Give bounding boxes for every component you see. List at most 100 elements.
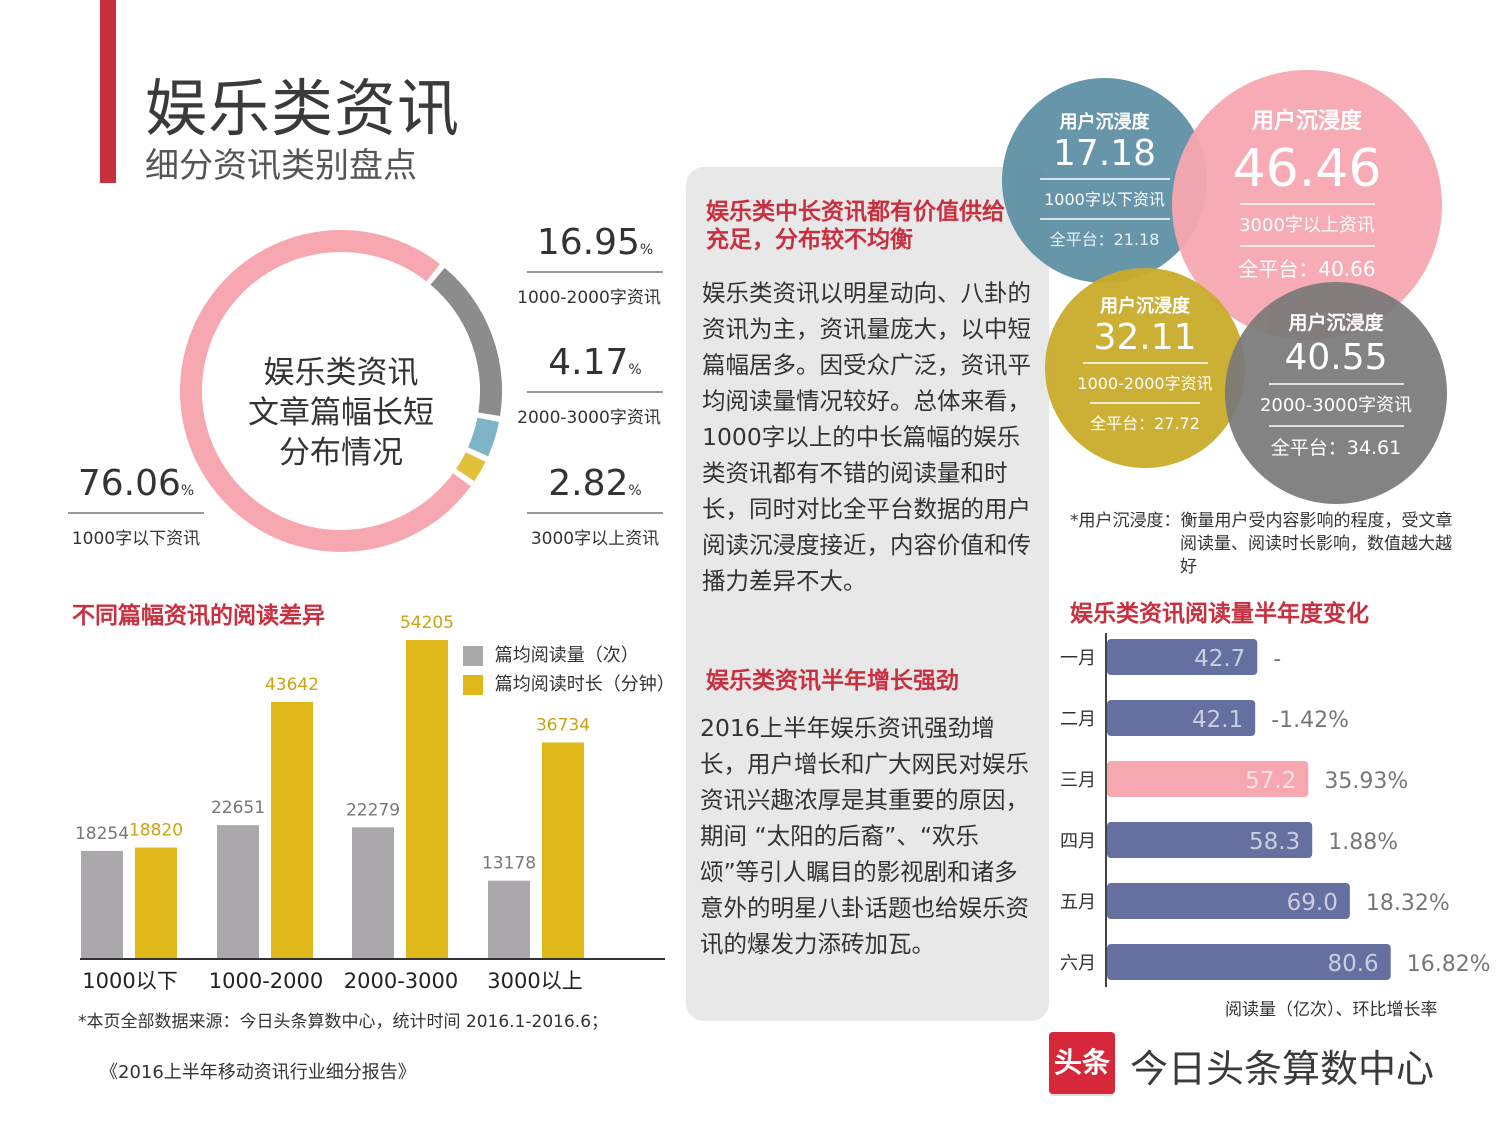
month-bar (1107, 883, 1350, 919)
bubble-category: 3000字以上资讯 (1239, 215, 1375, 236)
toutiao-logo-box: 头条 (1049, 1032, 1115, 1094)
bubble-1000-2000: 用户沉浸度 32.11 1000-2000字资讯 全平台：27.72 (1045, 268, 1245, 468)
bar-value-label: 22279 (346, 800, 400, 820)
donut-label-1000-2000: 16.95% 1000-2000字资讯 (517, 222, 663, 308)
donut-label-under-1000: 76.06% 1000字以下资讯 (68, 463, 204, 549)
bubble-category: 1000-2000字资讯 (1077, 374, 1213, 393)
bubble-platform: 全平台：34.61 (1270, 437, 1402, 459)
pct-category: 1000-2000字资讯 (517, 288, 661, 308)
bubble-title: 用户沉浸度 (1251, 109, 1362, 134)
donut-center-line-2: 文章篇幅长短 (248, 395, 434, 431)
month-label: 一月 (1060, 648, 1096, 669)
bubble-value: 40.55 (1284, 337, 1388, 378)
report-name: 《2016上半年移动资讯行业细分报告》 (100, 1062, 416, 1083)
bubble-platform: 全平台：27.72 (1090, 414, 1200, 433)
month-value-label: 69.0 (1287, 890, 1338, 916)
panel-heading-1: 娱乐类中长资讯都有价值供给充足，分布较不均衡 (706, 199, 1005, 253)
bubble-2000-3000: 用户沉浸度 40.55 2000-3000字资讯 全平台：34.61 (1225, 282, 1447, 504)
legend-label: 篇均阅读量（次） (494, 645, 639, 666)
monthly-bar-chart: 一月 42.7 - 二月 42.1 -1.42% 三月 57.2 35.93% 四月 58.3 1.8… (1060, 633, 1490, 987)
month-growth-label: 18.32% (1366, 891, 1450, 916)
month-value-label: 42.1 (1192, 707, 1243, 733)
title-accent-bar (100, 0, 116, 183)
bubble-value: 17.18 (1052, 133, 1157, 174)
month-growth-label: 1.88% (1328, 830, 1398, 855)
data-source-note: *本页全部数据来源：今日头条算数中心，统计时间 2016.1-2016.6； (78, 1012, 609, 1032)
pct-value: 4.17 (548, 342, 629, 383)
donut-center-line-1: 娱乐类资讯 (264, 355, 419, 391)
bar-value-label: 36734 (536, 715, 590, 735)
bubble-title: 用户沉浸度 (1100, 296, 1190, 317)
monthly-chart-title: 娱乐类资讯阅读量半年度变化 (1070, 601, 1369, 627)
donut-center-line-3: 分布情况 (279, 435, 403, 471)
bar-value-label: 54205 (400, 613, 454, 633)
bar-value-label: 43642 (265, 675, 319, 695)
bar (352, 827, 394, 958)
x-tick-label: 2000-3000 (344, 969, 458, 993)
month-label: 六月 (1060, 953, 1096, 974)
x-tick-label: 1000-2000 (209, 969, 323, 993)
pct-category: 2000-3000字资讯 (517, 408, 661, 428)
bar-value-label: 22651 (211, 798, 265, 818)
reading-chart-title: 不同篇幅资讯的阅读差异 (72, 603, 325, 629)
bar (217, 825, 259, 958)
bubble-under-1000: 用户沉浸度 17.18 1000字以下资讯 全平台：21.18 (1002, 78, 1207, 283)
bar (542, 742, 584, 958)
pct-value: 2.82 (548, 463, 629, 504)
month-label: 五月 (1060, 892, 1096, 913)
legend-duration: 篇均阅读时长（分钟） (463, 670, 675, 696)
pct-category: 3000字以上资讯 (530, 529, 660, 549)
donut-label-3000-plus: 2.82% 3000字以上资讯 (527, 463, 663, 549)
pct-category: 1000字以下资讯 (71, 529, 201, 549)
donut-slice (430, 267, 502, 416)
bar-value-label: 18254 (75, 824, 129, 844)
legend-swatch-gold (463, 675, 483, 695)
donut-slice (456, 452, 486, 482)
month-bar (1107, 639, 1258, 675)
bar (135, 847, 177, 958)
month-label: 三月 (1060, 770, 1096, 791)
bubble-category: 1000字以下资讯 (1044, 190, 1165, 209)
month-value-label: 58.3 (1249, 829, 1300, 855)
bubble-title: 用户沉浸度 (1288, 312, 1384, 334)
panel-body-1: 娱乐类资讯以明星动向、八卦的资讯为主，资讯量庞大，以中短篇幅居多。因受众广泛，资… (702, 279, 1031, 595)
month-value-label: 80.6 (1327, 951, 1378, 977)
brand-text: 今日头条算数中心 (1130, 1047, 1435, 1091)
bubble-category: 2000-3000字资讯 (1259, 395, 1413, 416)
month-value-label: 42.7 (1194, 646, 1245, 672)
pct-value: 76.06 (77, 463, 181, 504)
month-growth-label: -1.42% (1271, 708, 1349, 733)
bubble-value: 32.11 (1093, 317, 1197, 358)
month-bar (1107, 822, 1313, 858)
donut-slice (467, 417, 499, 457)
bar (406, 640, 448, 958)
panel-body-2: 2016上半年娱乐资讯强劲增长，用户增长和广大网民对娱乐资讯兴趣浓厚是其重要的原… (700, 714, 1029, 958)
immersion-note: *用户沉浸度：衡量用户受内容影响的程度，受文章阅读量、阅读时长影响，数值越大越好 (1070, 511, 1453, 577)
bubble-platform: 全平台：21.18 (1049, 230, 1160, 249)
bar (81, 850, 123, 958)
month-growth-label: - (1273, 647, 1281, 672)
bar (488, 880, 530, 958)
bar-value-label: 13178 (482, 854, 536, 874)
legend-views: 篇均阅读量（次） (463, 641, 639, 667)
bubble-value: 46.46 (1232, 139, 1382, 199)
month-label: 二月 (1060, 709, 1096, 730)
x-tick-label: 1000以下 (82, 969, 177, 993)
bar-value-label: 18820 (129, 821, 183, 841)
page-subtitle: 细分资讯类别盘点 (145, 146, 417, 186)
bubble-platform: 全平台：40.66 (1238, 257, 1376, 281)
donut-label-2000-3000: 4.17% 2000-3000字资讯 (517, 342, 663, 428)
text-panel (686, 167, 1049, 1021)
reading-bar-chart: 18254 18820 22651 43642 22279 54205 13178 36734… (75, 613, 665, 993)
month-bar (1107, 700, 1256, 736)
month-growth-label: 35.93% (1324, 769, 1408, 794)
month-growth-label: 16.82% (1407, 952, 1490, 977)
month-label: 四月 (1060, 831, 1096, 852)
month-bar (1107, 944, 1391, 980)
month-value-label: 57.2 (1245, 768, 1296, 794)
x-tick-label: 3000以上 (487, 969, 582, 993)
month-bar (1107, 761, 1309, 797)
panel-heading-2: 娱乐类资讯半年增长强劲 (706, 668, 959, 694)
bubble-title: 用户沉浸度 (1059, 112, 1150, 133)
monthly-chart-unit-note: 阅读量（亿次）、环比增长率 (1225, 1000, 1438, 1020)
